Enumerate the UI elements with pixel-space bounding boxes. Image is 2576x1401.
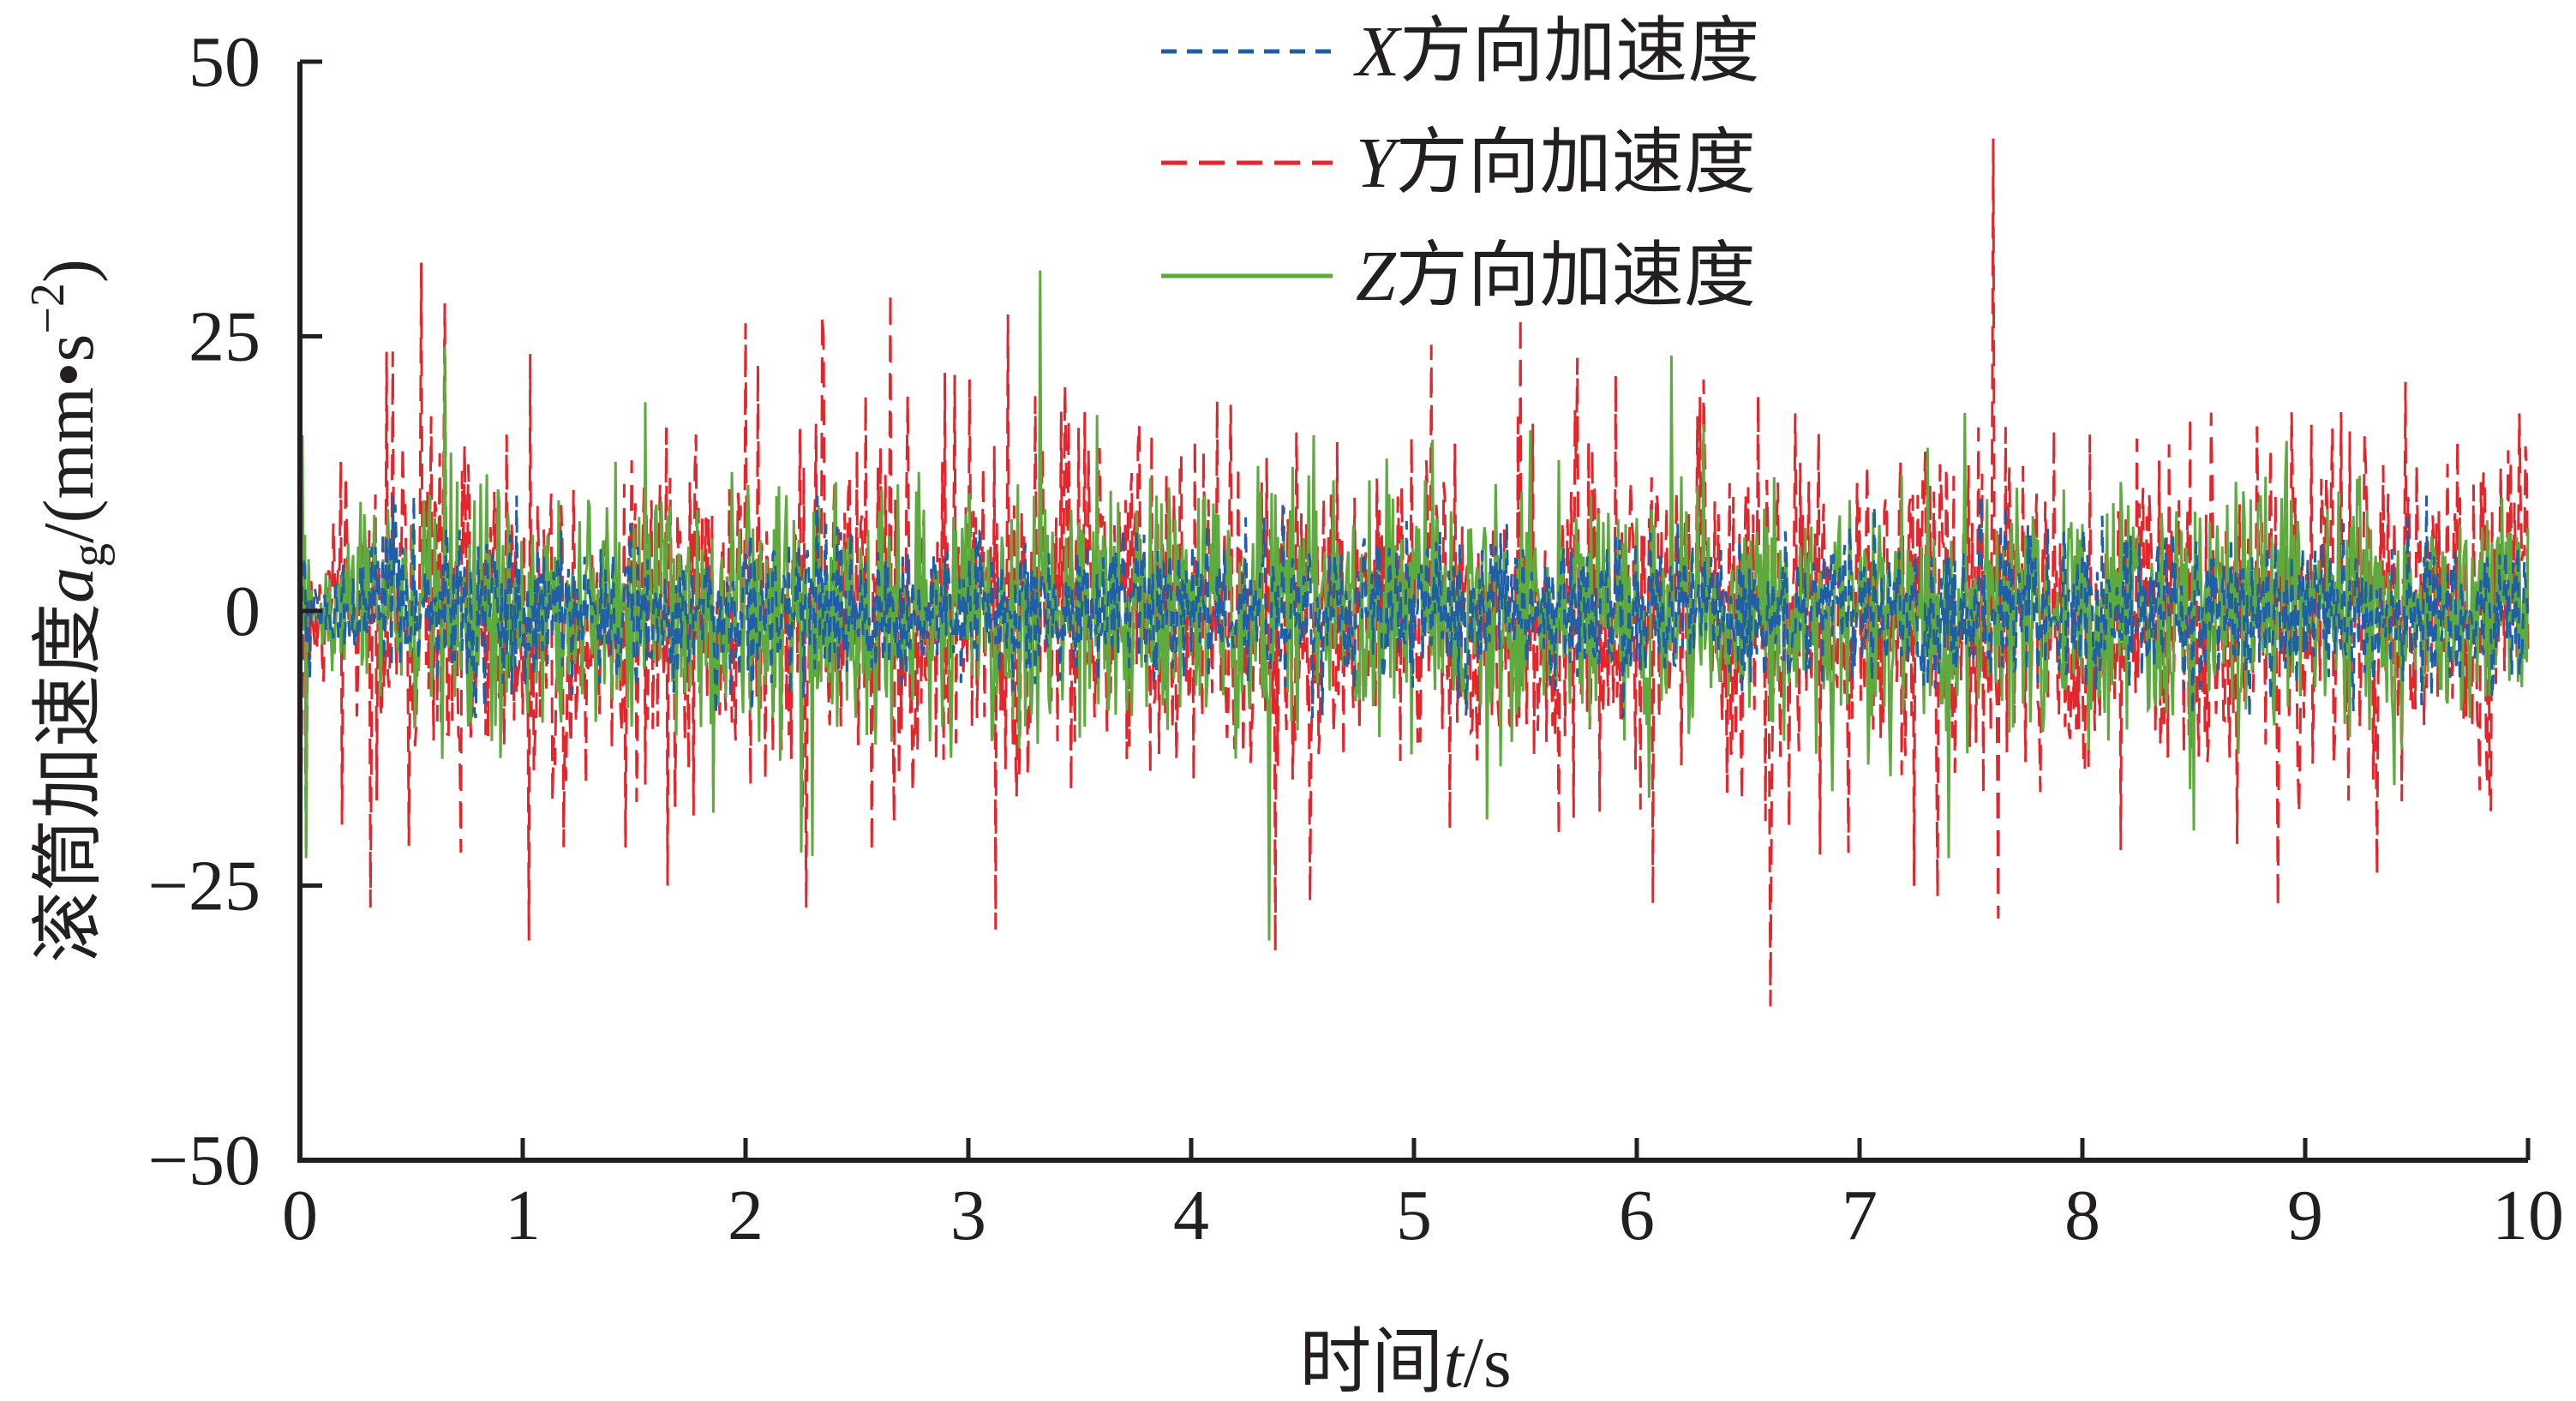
series-x-line bbox=[298, 495, 2530, 719]
x-tick-label: 6 bbox=[1619, 1176, 1655, 1255]
y-tick-label: 25 bbox=[189, 297, 261, 377]
legend: X方向加速度 Y方向加速度 Z方向加速度 bbox=[1161, 12, 1759, 316]
x-tick-label: 4 bbox=[1173, 1176, 1209, 1255]
ticks: 0 1 2 3 4 5 6 7 8 9 10 50 25 0 −25 −50 bbox=[148, 22, 2564, 1255]
y-axis-title: 滚筒加速度ag/(mm•s−2) bbox=[21, 259, 116, 963]
y-tick-label: 50 bbox=[189, 22, 261, 102]
x-tick-label: 8 bbox=[2064, 1176, 2100, 1255]
y-tick-label: −50 bbox=[148, 1121, 261, 1200]
x-tick-label: 3 bbox=[950, 1176, 986, 1255]
x-tick-label: 2 bbox=[728, 1176, 764, 1255]
legend-label-x: X方向加速度 bbox=[1353, 12, 1759, 92]
legend-label-y: Y方向加速度 bbox=[1356, 123, 1756, 203]
x-tick-label: 5 bbox=[1396, 1176, 1432, 1255]
x-tick-label: 1 bbox=[505, 1176, 541, 1255]
y-tick-label: −25 bbox=[148, 847, 261, 926]
x-tick-label: 9 bbox=[2287, 1176, 2323, 1255]
x-axis-title: 时间t/s bbox=[1299, 1323, 1511, 1401]
legend-label-z: Z方向加速度 bbox=[1356, 236, 1756, 316]
x-tick-label: 10 bbox=[2492, 1176, 2564, 1255]
x-tick-label: 7 bbox=[1842, 1176, 1878, 1255]
plot-series bbox=[298, 138, 2530, 1007]
y-tick-label: 0 bbox=[225, 572, 261, 651]
x-tick-label: 0 bbox=[282, 1176, 318, 1255]
series-z-line bbox=[298, 270, 2530, 941]
